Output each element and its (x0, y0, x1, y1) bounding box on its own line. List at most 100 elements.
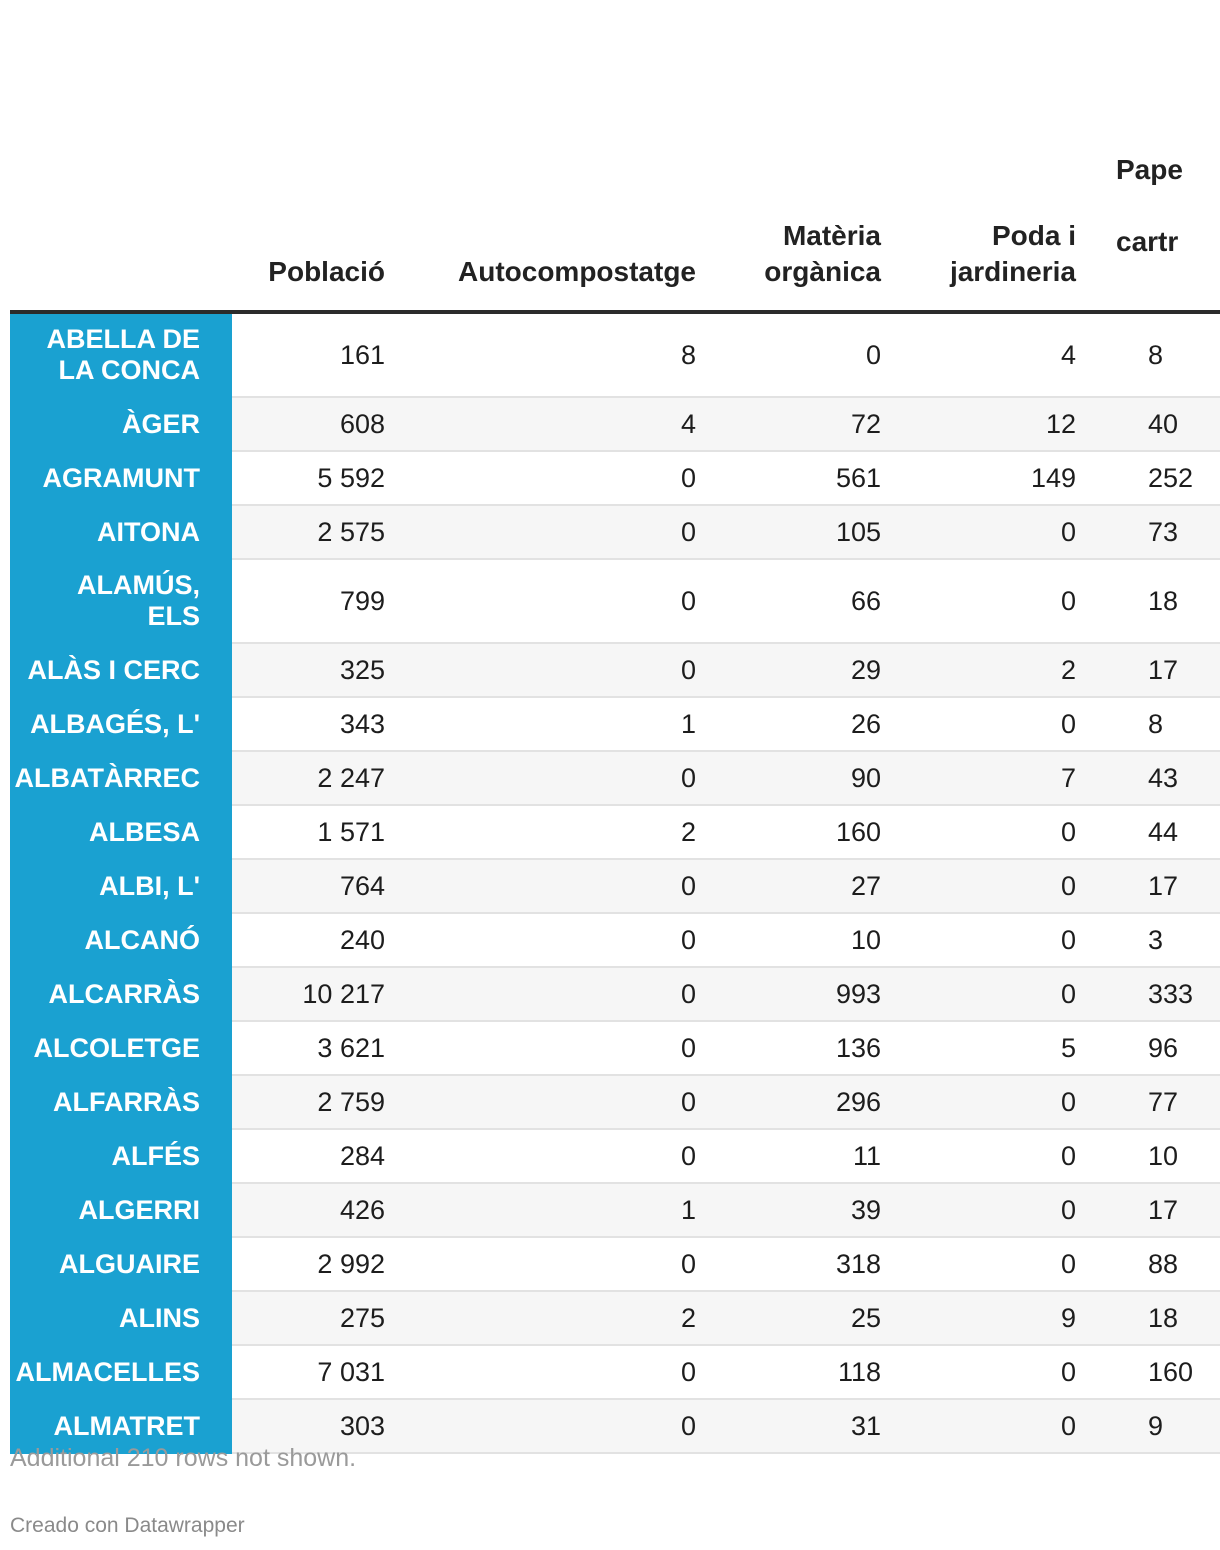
value-cell: 25 (696, 1291, 881, 1346)
value-cell: 96 (1076, 1021, 1220, 1076)
value-cell: 2 247 (232, 751, 385, 806)
header-paper-cartro[interactable]: Pape cartr (1076, 140, 1220, 314)
municipality-cell: ALFÉS (10, 1129, 232, 1184)
value-cell: 0 (881, 1075, 1076, 1130)
table-body: ABELLA DE LA CONCA 161 8 0 4 8 ÀGER 608 4 72 12 40 AG… (10, 312, 1220, 1454)
value-cell: 426 (232, 1183, 385, 1238)
value-cell: 0 (385, 1129, 696, 1184)
value-cell: 608 (232, 397, 385, 452)
data-table: Població Autocompostatge Matèria orgànica… (10, 140, 1220, 1454)
value-cell: 4 (881, 312, 1076, 398)
table-row: ALBESA 1 571 2 160 0 44 (10, 805, 1220, 860)
value-cell: 0 (385, 1021, 696, 1076)
value-cell: 0 (385, 1237, 696, 1292)
value-cell: 0 (881, 559, 1076, 644)
value-cell: 0 (881, 505, 1076, 560)
table-row: ALAMÚS, ELS 799 0 66 0 18 (10, 559, 1220, 644)
value-cell: 1 (385, 1183, 696, 1238)
municipality-cell: ALBI, L' (10, 859, 232, 914)
value-cell: 318 (696, 1237, 881, 1292)
value-cell: 0 (385, 1345, 696, 1400)
municipality-cell: ALCANÓ (10, 913, 232, 968)
municipality-cell: ALINS (10, 1291, 232, 1346)
municipality-cell: ALCOLETGE (10, 1021, 232, 1076)
table-row: ALBAGÉS, L' 343 1 26 0 8 (10, 697, 1220, 752)
table-row: ALCARRÀS 10 217 0 993 0 333 (10, 967, 1220, 1022)
value-cell: 5 (881, 1021, 1076, 1076)
value-cell: 77 (1076, 1075, 1220, 1130)
value-cell: 0 (385, 967, 696, 1022)
value-cell: 2 (881, 643, 1076, 698)
value-cell: 17 (1076, 859, 1220, 914)
value-cell: 2 575 (232, 505, 385, 560)
datawrapper-credit[interactable]: Creado con Datawrapper (10, 1514, 245, 1537)
value-cell: 3 (1076, 913, 1220, 968)
rows-not-shown-note: Additional 210 rows not shown. (10, 1444, 357, 1472)
table-row: ALGERRI 426 1 39 0 17 (10, 1183, 1220, 1238)
value-cell: 2 759 (232, 1075, 385, 1130)
value-cell: 12 (881, 397, 1076, 452)
value-cell: 3 621 (232, 1021, 385, 1076)
value-cell: 0 (385, 505, 696, 560)
header-materia-organica[interactable]: Matèria orgànica (696, 140, 881, 314)
value-cell: 0 (385, 751, 696, 806)
value-cell: 325 (232, 643, 385, 698)
value-cell: 0 (385, 913, 696, 968)
municipality-cell: ALGUAIRE (10, 1237, 232, 1292)
municipality-cell: ABELLA DE LA CONCA (10, 312, 232, 398)
value-cell: 9 (881, 1291, 1076, 1346)
value-cell: 10 217 (232, 967, 385, 1022)
table-row: ALMATRET 303 0 31 0 9 (10, 1399, 1220, 1454)
table-row: ALÀS I CERC 325 0 29 2 17 (10, 643, 1220, 698)
table-row: ALINS 275 2 25 9 18 (10, 1291, 1220, 1346)
value-cell: 39 (696, 1183, 881, 1238)
value-cell: 275 (232, 1291, 385, 1346)
value-cell: 40 (1076, 397, 1220, 452)
header-poblacio[interactable]: Població (232, 140, 385, 314)
data-table-container: Població Autocompostatge Matèria orgànica… (10, 140, 1220, 1454)
value-cell: 561 (696, 451, 881, 506)
value-cell: 136 (696, 1021, 881, 1076)
value-cell: 0 (881, 1399, 1076, 1454)
value-cell: 0 (385, 859, 696, 914)
municipality-cell: ALCARRÀS (10, 967, 232, 1022)
table-row: ALBI, L' 764 0 27 0 17 (10, 859, 1220, 914)
value-cell: 0 (881, 1129, 1076, 1184)
value-cell: 296 (696, 1075, 881, 1130)
value-cell: 240 (232, 913, 385, 968)
municipality-cell: ALBAGÉS, L' (10, 697, 232, 752)
value-cell: 26 (696, 697, 881, 752)
table-row: ALBATÀRREC 2 247 0 90 7 43 (10, 751, 1220, 806)
value-cell: 27 (696, 859, 881, 914)
header-autocompostatge[interactable]: Autocompostatge (385, 140, 696, 314)
municipality-cell: ALBESA (10, 805, 232, 860)
value-cell: 0 (881, 805, 1076, 860)
value-cell: 17 (1076, 1183, 1220, 1238)
value-cell: 1 (385, 697, 696, 752)
value-cell: 66 (696, 559, 881, 644)
municipality-cell: ALMATRET (10, 1399, 232, 1454)
header-poda-jardineria[interactable]: Poda i jardineria (881, 140, 1076, 314)
value-cell: 88 (1076, 1237, 1220, 1292)
value-cell: 31 (696, 1399, 881, 1454)
municipality-cell: AITONA (10, 505, 232, 560)
municipality-cell: ALGERRI (10, 1183, 232, 1238)
value-cell: 44 (1076, 805, 1220, 860)
value-cell: 0 (881, 913, 1076, 968)
value-cell: 105 (696, 505, 881, 560)
municipality-cell: ÀGER (10, 397, 232, 452)
value-cell: 7 031 (232, 1345, 385, 1400)
value-cell: 0 (385, 1075, 696, 1130)
value-cell: 333 (1076, 967, 1220, 1022)
value-cell: 0 (881, 967, 1076, 1022)
table-row: ALFÉS 284 0 11 0 10 (10, 1129, 1220, 1184)
table-row: ALFARRÀS 2 759 0 296 0 77 (10, 1075, 1220, 1130)
table-row: ALGUAIRE 2 992 0 318 0 88 (10, 1237, 1220, 1292)
header-municipality[interactable] (10, 140, 232, 314)
municipality-cell: AGRAMUNT (10, 451, 232, 506)
table-row: ABELLA DE LA CONCA 161 8 0 4 8 (10, 312, 1220, 398)
table-row: AITONA 2 575 0 105 0 73 (10, 505, 1220, 560)
value-cell: 252 (1076, 451, 1220, 506)
value-cell: 2 (385, 1291, 696, 1346)
value-cell: 118 (696, 1345, 881, 1400)
